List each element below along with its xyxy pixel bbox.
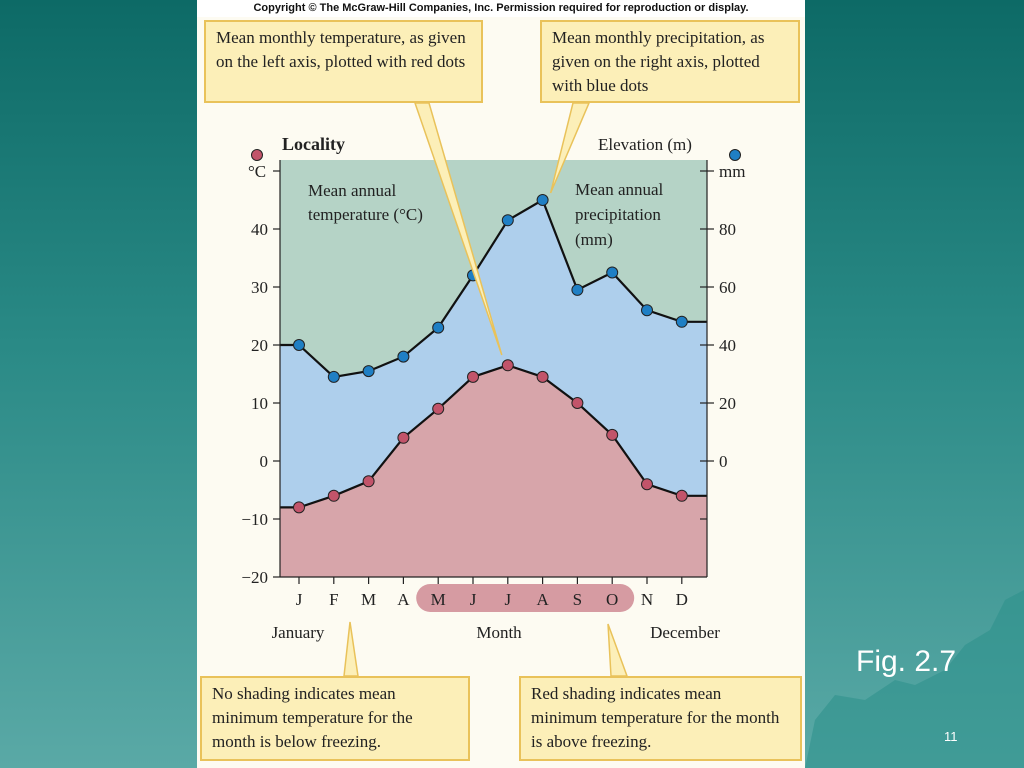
left-unit-label: °C (248, 162, 266, 181)
temperature-point (675, 489, 688, 502)
precipitation-point (675, 315, 688, 328)
month-label: A (397, 590, 410, 609)
temperature-point (362, 475, 375, 488)
month-label: D (676, 590, 688, 609)
left-tick-label: 30 (251, 278, 268, 297)
slide-decoration (805, 590, 1024, 768)
temperature-area (280, 365, 707, 577)
right-tick-label: 80 (719, 220, 736, 239)
temperature-line (280, 364, 707, 509)
temperature-point (641, 478, 653, 491)
callout-below-freezing: No shading indicates mean minimum temper… (200, 676, 470, 761)
precipitation-point (641, 304, 653, 317)
chart-right-title: Elevation (m) (598, 135, 692, 154)
x-end-label: December (650, 623, 720, 642)
right-tick-label: 0 (719, 452, 728, 471)
slide-number: 11 (944, 729, 958, 744)
callout-above-freezing: Red shading indicates mean minimum tempe… (519, 676, 802, 761)
x-start-label: January (272, 623, 325, 642)
left-tick-label: 0 (260, 452, 269, 471)
temperature-point (536, 370, 549, 383)
temperature-point (293, 501, 305, 514)
left-tick-label: 20 (251, 336, 268, 355)
warm-months-highlight (416, 584, 635, 612)
temperature-point (432, 402, 445, 415)
climate-chart: 40 30 20 10 0 −10 −20 80 60 40 20 0 °C mm Locality Elev… (241, 102, 745, 677)
temperature-point (467, 370, 479, 383)
temperature-point (606, 428, 619, 441)
callout-pointer (607, 623, 629, 677)
callout-precipitation: Mean monthly precipitation, as given on … (540, 20, 800, 103)
right-tick-label: 20 (719, 394, 736, 413)
temperature-point (397, 431, 410, 444)
figure-label: Fig. 2.7 (856, 645, 957, 678)
x-axis-label: Month (476, 623, 522, 642)
precipitation-point (293, 339, 305, 351)
callout-temperature: Mean monthly temperature, as given on th… (204, 20, 483, 103)
temperature-point (571, 397, 584, 409)
copyright-line: Copyright © The McGraw-Hill Companies, I… (197, 0, 805, 17)
month-label: M (361, 590, 376, 609)
left-tick-label: −20 (241, 568, 268, 587)
month-label: A (536, 590, 549, 609)
precipitation-point (362, 365, 375, 378)
month-label: N (641, 590, 653, 609)
month-label: S (573, 590, 582, 609)
temperature-area-label: Mean annual temperature (°C) (308, 181, 423, 224)
precipitation-marker-icon (729, 149, 741, 161)
month-label: M (431, 590, 446, 609)
precipitation-point (571, 283, 584, 296)
precipitation-point (606, 266, 619, 279)
chart-title: Locality (282, 134, 345, 154)
callout-pointer (343, 621, 359, 677)
precipitation-point (327, 370, 340, 383)
precipitation-point (501, 214, 514, 227)
left-tick-label: −10 (241, 510, 268, 529)
right-unit-label: mm (719, 162, 745, 181)
precipitation-point (432, 321, 445, 334)
left-tick-label: 10 (251, 394, 268, 413)
month-label: O (606, 590, 618, 609)
figure-panel: Copyright © The McGraw-Hill Companies, I… (197, 0, 805, 768)
temperature-point (327, 489, 340, 502)
precipitation-point (536, 194, 549, 206)
right-tick-label: 60 (719, 278, 736, 297)
temperature-marker-icon (251, 149, 263, 161)
precipitation-area-label: Mean annual precipitation (mm) (575, 180, 664, 249)
callout-pointer (413, 102, 503, 356)
temperature-point (501, 359, 514, 372)
right-tick-label: 40 (719, 336, 736, 355)
month-label: J (504, 590, 511, 609)
month-label: F (329, 590, 338, 609)
month-label: J (470, 590, 477, 609)
precipitation-point (397, 350, 410, 363)
callout-pointer (549, 102, 591, 194)
left-tick-label: 40 (251, 220, 268, 239)
month-label: J (296, 590, 303, 609)
